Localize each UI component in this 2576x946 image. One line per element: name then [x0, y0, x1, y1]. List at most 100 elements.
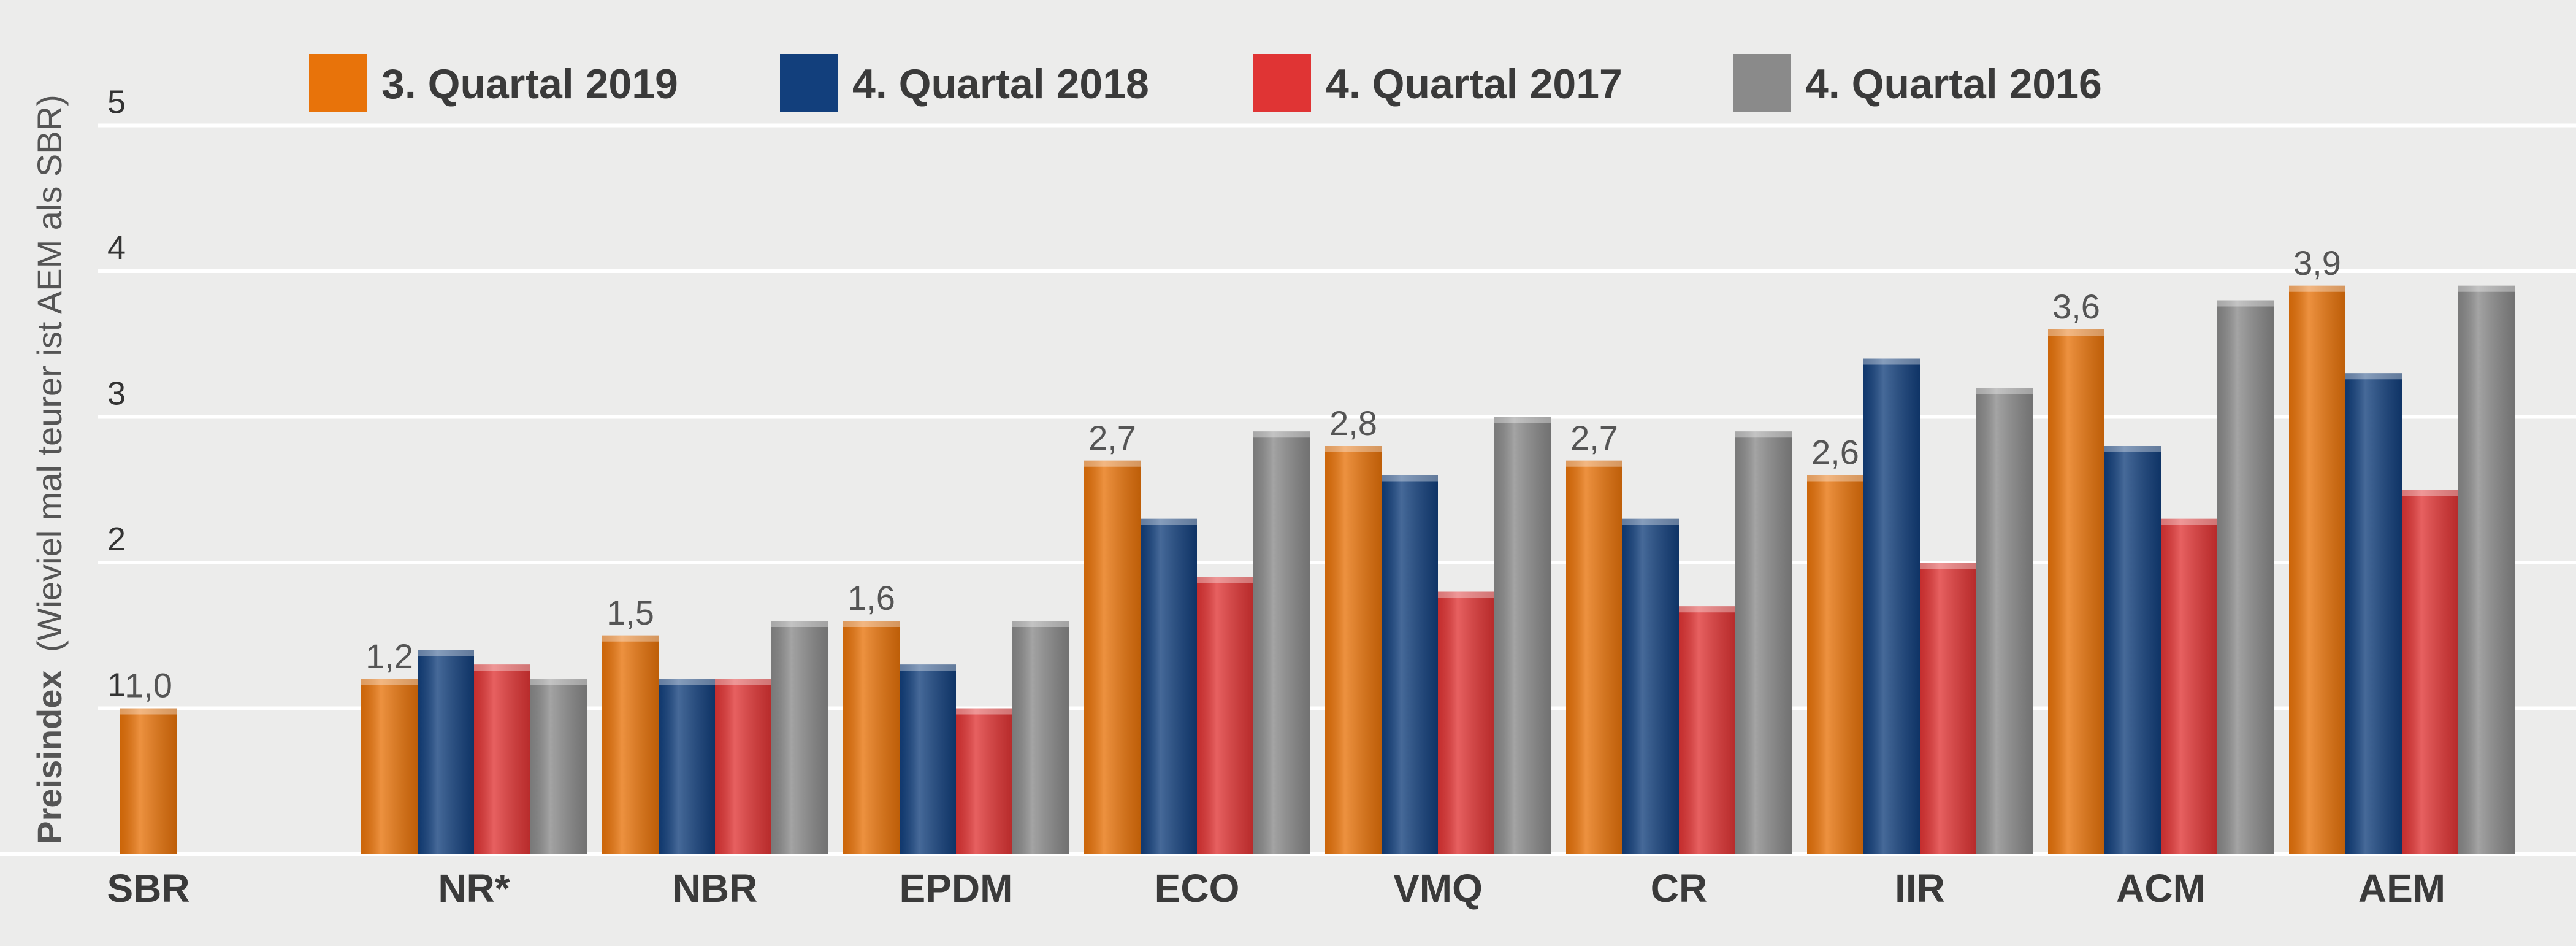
legend: 3. Quartal 2019 4. Quartal 2018 4. Quartal…	[309, 54, 2102, 112]
bar-shade	[771, 621, 828, 854]
category-label: ECO	[1155, 866, 1240, 910]
y-axis-ticks: 1 2 3 4 5	[107, 84, 126, 704]
y-axis-label-note: (Wieviel mal teurer ist AEM als SBR)	[30, 94, 69, 652]
data-label: 1,2	[365, 637, 413, 675]
bars	[120, 285, 2515, 854]
bar-highlight	[1494, 417, 1551, 423]
bar-highlight	[659, 679, 715, 685]
category-label: VMQ	[1393, 866, 1483, 910]
bar-shade	[1920, 563, 1976, 854]
bar-shade	[2217, 300, 2274, 854]
category-label: NBR	[673, 866, 758, 910]
bar-shade	[2402, 490, 2458, 854]
category-label: SBR	[107, 866, 189, 910]
bar-highlight	[843, 621, 900, 627]
bar-shade	[602, 635, 659, 854]
bar-highlight	[361, 679, 418, 685]
bar-shade	[1382, 475, 1438, 854]
bar-highlight	[1566, 460, 1622, 467]
bar-highlight	[1253, 431, 1310, 438]
bar-shade	[956, 708, 1012, 854]
legend-label: 4. Quartal 2018	[852, 61, 1149, 107]
data-label: 3,6	[2052, 287, 2100, 326]
data-label: 2,7	[1088, 418, 1136, 457]
bar-shade	[1976, 388, 2033, 854]
bar-highlight	[1622, 518, 1679, 525]
y-axis-label: Preisindex (Wieviel mal teurer ist AEM a…	[30, 94, 69, 844]
bar-shade	[474, 664, 530, 854]
bar-highlight	[1863, 358, 1920, 365]
bar-highlight	[418, 650, 474, 656]
bar-shade	[900, 664, 956, 854]
bar-shade	[843, 621, 900, 854]
legend-label: 3. Quartal 2019	[381, 61, 678, 107]
data-label: 1,6	[847, 579, 895, 617]
bar-highlight	[1382, 475, 1438, 482]
bar-shade	[1438, 591, 1494, 854]
bar-highlight	[2458, 285, 2515, 292]
data-label: 1,0	[124, 666, 172, 705]
bar-shade	[1494, 417, 1551, 854]
bar-highlight	[715, 679, 771, 685]
bar-shade	[1197, 577, 1253, 854]
bar-highlight	[1976, 388, 2033, 394]
bar-shade	[2289, 285, 2345, 854]
bar-shade	[659, 679, 715, 854]
bar-shade	[1863, 358, 1920, 854]
data-label: 2,7	[1570, 418, 1618, 457]
bar-shade	[418, 650, 474, 854]
bar-highlight	[1920, 563, 1976, 569]
bar-highlight	[2217, 300, 2274, 307]
bar-highlight	[120, 708, 177, 715]
bar-highlight	[900, 664, 956, 671]
bar-shade	[2048, 329, 2104, 854]
y-tick-label: 5	[107, 84, 126, 121]
bar-highlight	[1735, 431, 1792, 438]
category-labels: SBR NR* NBR EPDM ECO VMQ CR IIR ACM AEM	[107, 866, 2445, 910]
legend-swatch	[1253, 54, 1311, 112]
category-label: EPDM	[900, 866, 1013, 910]
bar-shade	[2345, 373, 2402, 854]
category-label: IIR	[1895, 866, 1945, 910]
bar-highlight	[2048, 329, 2104, 336]
bar-shade	[120, 708, 177, 854]
legend-swatch	[1733, 54, 1791, 112]
data-label: 2,6	[1811, 433, 1859, 472]
legend-label: 4. Quartal 2016	[1805, 61, 2102, 107]
bar-shade	[1679, 606, 1735, 854]
category-label: CR	[1651, 866, 1707, 910]
y-axis-label-main: Preisindex	[30, 670, 69, 844]
bar-shade	[530, 679, 587, 854]
data-label: 2,8	[1329, 404, 1377, 442]
category-label: ACM	[2116, 866, 2206, 910]
bar-shade	[1622, 518, 1679, 854]
bar-shade	[2104, 446, 2161, 854]
bar-highlight	[602, 635, 659, 642]
data-labels: 1,0 1,2 1,5 1,6 2,7 2,8 2,7 2,6 3,6 3,9	[124, 244, 2341, 705]
data-label: 3,9	[2293, 244, 2341, 282]
bar-shade	[1566, 460, 1622, 854]
bar-highlight	[530, 679, 587, 685]
y-tick-label: 2	[107, 521, 126, 558]
bar-shade	[361, 679, 418, 854]
y-tick-label: 4	[107, 229, 126, 266]
bar-highlight	[2345, 373, 2402, 380]
bar-shade	[2161, 518, 2217, 854]
bar-shade	[1253, 431, 1310, 854]
data-label: 1,5	[606, 593, 654, 632]
bar-highlight	[474, 664, 530, 671]
bar-highlight	[2161, 518, 2217, 525]
bar-highlight	[1807, 475, 1863, 482]
category-label: AEM	[2358, 866, 2445, 910]
bar-highlight	[1197, 577, 1253, 583]
bar-shade	[1807, 475, 1863, 854]
bar-highlight	[1679, 606, 1735, 613]
bar-highlight	[956, 708, 1012, 715]
bar-highlight	[1325, 446, 1382, 452]
bar-shade	[1012, 621, 1069, 854]
bar-shade	[2458, 285, 2515, 854]
legend-swatch	[780, 54, 838, 112]
bar-highlight	[1084, 460, 1141, 467]
bar-highlight	[771, 621, 828, 627]
bar-highlight	[1438, 591, 1494, 598]
